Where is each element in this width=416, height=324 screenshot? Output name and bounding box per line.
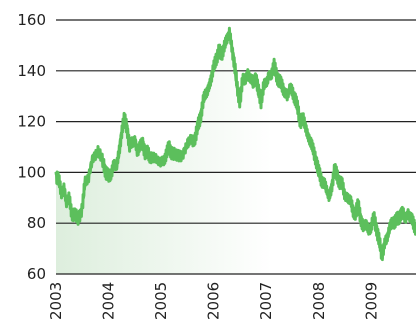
series-line — [54, 26, 416, 262]
x-tick-label-2008: 2008 — [310, 282, 328, 320]
x-tick-label-2007: 2007 — [257, 282, 275, 320]
x-tick-label-2004: 2004 — [100, 282, 118, 320]
x-tick-label-2003: 2003 — [47, 282, 65, 320]
x-tick-label-2006: 2006 — [205, 282, 223, 320]
y-tick-label-160: 160 — [17, 11, 46, 29]
series-line-layer — [54, 26, 416, 262]
y-tick-label-100: 100 — [17, 163, 46, 181]
x-tick-label-2009: 2009 — [362, 282, 380, 320]
series-area-fill — [56, 28, 416, 274]
x-tick-label-2005: 2005 — [152, 282, 170, 320]
area-fill-layer — [56, 28, 416, 274]
y-axis-tick-labels: 60 80 100 120 140 160 — [17, 11, 46, 283]
y-tick-label-60: 60 — [27, 265, 46, 283]
y-tick-label-120: 120 — [17, 113, 46, 131]
y-tick-label-80: 80 — [27, 214, 46, 232]
y-tick-label-140: 140 — [17, 62, 46, 80]
x-axis-tick-labels: 2003 2004 2005 2006 2007 2008 2009 — [47, 282, 380, 320]
